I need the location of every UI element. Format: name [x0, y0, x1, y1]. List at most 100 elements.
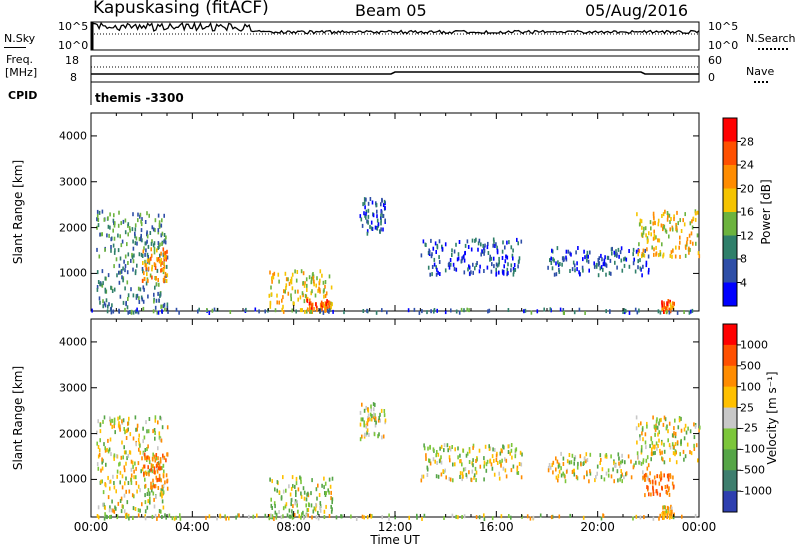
heatmap-cell [380, 221, 382, 226]
heatmap-cell [147, 444, 149, 449]
heatmap-cell [680, 428, 683, 433]
heatmap-cell [125, 302, 127, 307]
heatmap-cell [594, 478, 596, 483]
heatmap-cell [98, 210, 101, 215]
heatmap-cell [643, 226, 645, 231]
heatmap-cell [464, 251, 466, 256]
heatmap-cell [166, 249, 168, 254]
heatmap-cell [308, 275, 311, 280]
heatmap-cell [504, 259, 507, 264]
heatmap-cell [112, 508, 114, 513]
heatmap-cell [448, 445, 451, 450]
heatmap-cell [463, 254, 465, 259]
heatmap-cell [144, 516, 147, 521]
heatmap-cell [559, 307, 562, 312]
heatmap-cell [374, 416, 377, 421]
heatmap-cell [97, 419, 99, 424]
heatmap-cell [667, 488, 670, 493]
heatmap-cell [512, 267, 515, 271]
heatmap-cell [143, 471, 145, 476]
heatmap-cell [273, 517, 275, 521]
heatmap-cell [157, 461, 160, 466]
heatmap-cell [270, 503, 273, 508]
heatmap-cell [151, 488, 153, 493]
heatmap-cell [583, 475, 585, 480]
heatmap-cell [659, 451, 662, 456]
heatmap-cell [305, 277, 308, 282]
heatmap-cell [119, 499, 122, 503]
heatmap-cell [127, 261, 129, 265]
heatmap-cell [309, 309, 312, 314]
top-left-tick-high: 10^5 [58, 20, 89, 33]
heatmap-cell [502, 466, 505, 471]
heatmap-cell [632, 465, 635, 470]
heatmap-cell [656, 489, 658, 494]
heatmap-cell [369, 197, 372, 201]
heatmap-cell [506, 267, 509, 272]
heatmap-cell [553, 258, 555, 263]
heatmap-cell [164, 240, 167, 245]
heatmap-cell [147, 499, 149, 504]
heatmap-cell [166, 255, 169, 260]
heatmap-cell [589, 250, 591, 255]
heatmap-cell [126, 270, 129, 275]
heatmap-cell [315, 283, 317, 288]
heatmap-cell [514, 451, 517, 456]
heatmap-cell [524, 308, 527, 313]
heatmap-cell [504, 245, 506, 250]
heatmap-cell [330, 285, 333, 290]
heatmap-cell [639, 258, 641, 263]
heatmap-cell [650, 232, 652, 237]
heatmap-cell [159, 459, 162, 464]
heatmap-cell [448, 455, 451, 460]
heatmap-cell [601, 257, 603, 262]
heatmap-cell [670, 504, 672, 509]
heatmap-cell [296, 500, 298, 505]
heatmap-cell [652, 516, 655, 521]
heatmap-cell [105, 462, 107, 467]
heatmap-cell [144, 263, 147, 268]
heatmap-cell [372, 414, 375, 419]
heatmap-cell [689, 429, 692, 434]
heatmap-cell [295, 309, 297, 314]
heatmap-cell [104, 276, 107, 281]
heatmap-cell [604, 262, 606, 267]
heatmap-cell [101, 269, 104, 274]
power-colorbar-segment [723, 282, 737, 307]
heatmap-cell [294, 484, 296, 489]
heatmap-cell [310, 310, 313, 314]
heatmap-cell [137, 218, 139, 223]
heatmap-cell [674, 449, 677, 454]
velocity-colorbar-segment [723, 365, 737, 388]
heatmap-cell [635, 415, 638, 420]
heatmap-cell [355, 517, 358, 521]
heatmap-cell [122, 278, 124, 283]
heatmap-cell [304, 293, 307, 298]
heatmap-cell [131, 252, 133, 257]
heatmap-cell [153, 497, 155, 502]
heatmap-cell [157, 486, 160, 490]
heatmap-cell [121, 239, 124, 244]
heatmap-cell [161, 515, 163, 519]
heatmap-cell [296, 270, 299, 274]
heatmap-cell [107, 216, 109, 221]
heatmap-cell [483, 517, 486, 521]
heatmap-cell [673, 214, 675, 219]
heatmap-cell [449, 477, 452, 482]
heatmap-cell [113, 456, 115, 461]
beam-title: Beam 05 [355, 1, 427, 20]
freq-unit-label: [MHz] [5, 66, 38, 79]
cpid-label: CPID [8, 89, 38, 102]
heatmap-cell [618, 456, 620, 461]
heatmap-cell [688, 250, 690, 255]
heatmap-cell [314, 293, 317, 298]
heatmap-cell [162, 490, 165, 495]
heatmap-cell [272, 275, 275, 280]
heatmap-cell [620, 474, 622, 479]
heatmap-cell [474, 266, 476, 271]
heatmap-cell [124, 264, 127, 268]
heatmap-cell [365, 197, 367, 202]
heatmap-cell [159, 294, 161, 298]
heatmap-cell [652, 211, 655, 216]
heatmap-cell [551, 248, 553, 253]
